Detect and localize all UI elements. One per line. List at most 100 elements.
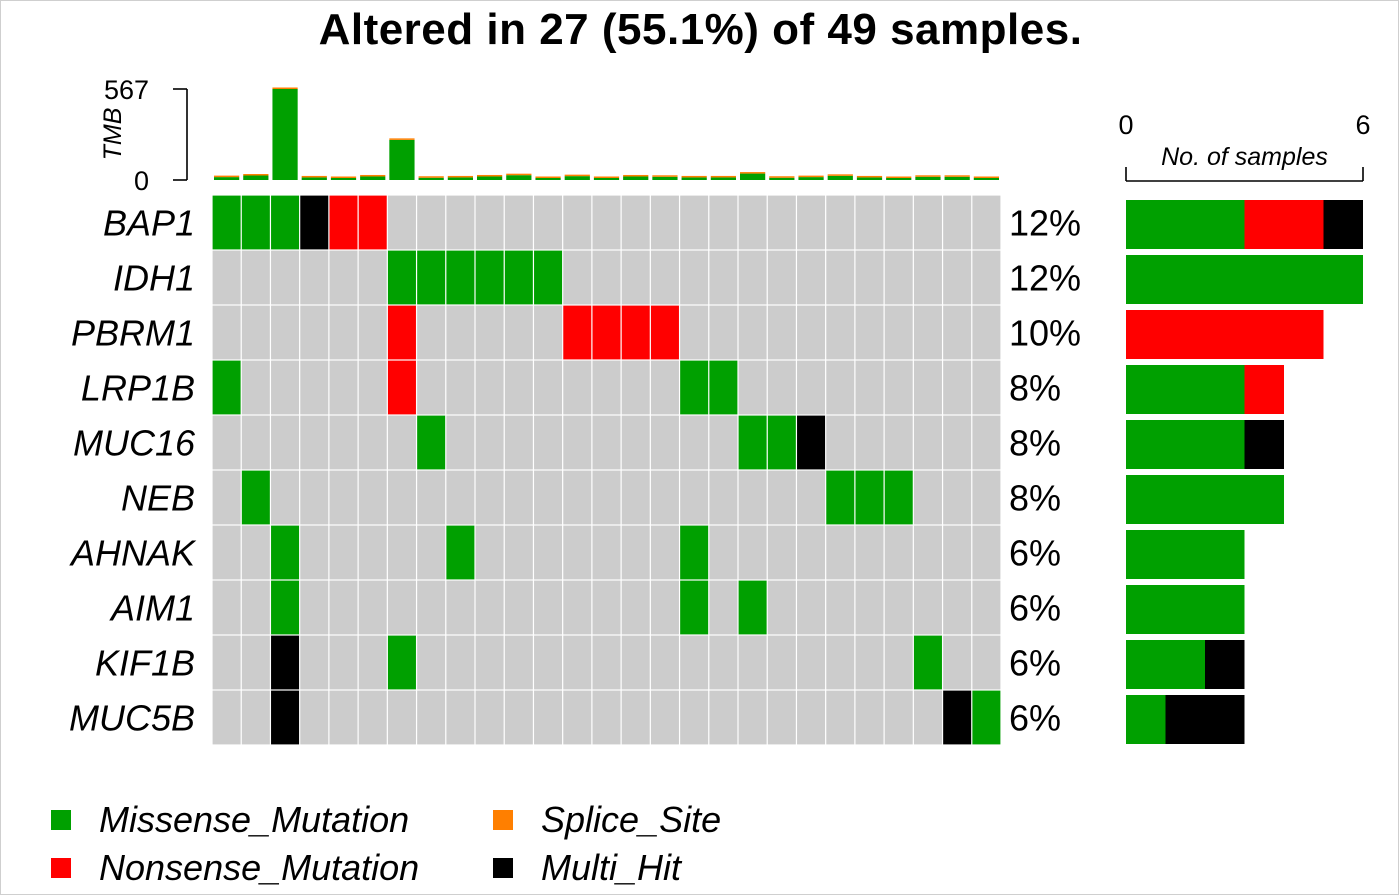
empty-cell <box>329 525 358 580</box>
empty-cell <box>709 415 738 470</box>
empty-cell <box>592 360 621 415</box>
empty-cell <box>680 415 709 470</box>
empty-cell <box>767 525 796 580</box>
empty-cell <box>241 250 270 305</box>
empty-cell <box>767 580 796 635</box>
gene-label: AHNAK <box>69 533 197 574</box>
empty-cell <box>797 635 826 690</box>
legend-label-nonsense: Nonsense_Mutation <box>99 847 420 888</box>
empty-cell <box>504 525 533 580</box>
empty-cell <box>972 470 1001 525</box>
tmb-bar-cap <box>623 174 649 177</box>
empty-cell <box>709 250 738 305</box>
empty-cell <box>972 305 1001 360</box>
empty-cell <box>884 360 913 415</box>
empty-cell <box>534 470 563 525</box>
empty-cell <box>387 525 416 580</box>
gene-label: AIM1 <box>109 588 195 629</box>
empty-cell <box>972 635 1001 690</box>
empty-cell <box>826 360 855 415</box>
empty-cell <box>767 635 796 690</box>
empty-cell <box>212 525 241 580</box>
tmb-bar <box>623 176 649 180</box>
empty-cell <box>680 250 709 305</box>
empty-cell <box>855 690 884 745</box>
legend-item-multi-hit: Multi_Hit <box>493 847 681 889</box>
empty-cell <box>797 525 826 580</box>
empty-cell <box>621 415 650 470</box>
empty-cell <box>446 470 475 525</box>
legend: Missense_Mutation Splice_Site Nonsense_M… <box>51 791 811 891</box>
mutation-cell <box>826 470 855 525</box>
empty-cell <box>709 690 738 745</box>
tmb-bar-cap <box>886 176 912 178</box>
empty-cell <box>650 635 679 690</box>
mutation-cell <box>387 360 416 415</box>
chart-title: Altered in 27 (55.1%) of 49 samples. <box>318 5 1083 54</box>
empty-cell <box>329 690 358 745</box>
side-bar-segment <box>1126 420 1245 469</box>
percentage-label: 12% <box>1009 203 1081 244</box>
empty-cell <box>212 580 241 635</box>
mutation-cell <box>797 415 826 470</box>
empty-cell <box>504 635 533 690</box>
tmb-bar-cap <box>389 138 415 140</box>
tmb-bar <box>243 175 269 180</box>
empty-cell <box>738 250 767 305</box>
empty-cell <box>475 635 504 690</box>
oncoplot-svg: BAP1 12% IDH1 12% PBRM1 10% LRP1B 8% MUC16 8% NEB 8… <box>69 75 1371 745</box>
empty-cell <box>446 635 475 690</box>
tmb-tick-label: 567 <box>104 75 149 105</box>
mutation-cell <box>504 250 533 305</box>
empty-cell <box>709 525 738 580</box>
tmb-axis-label: TMB <box>99 108 127 161</box>
empty-cell <box>534 305 563 360</box>
empty-cell <box>358 250 387 305</box>
empty-cell <box>504 580 533 635</box>
mutation-cell <box>943 690 972 745</box>
mutation-cell <box>592 305 621 360</box>
empty-cell <box>387 470 416 525</box>
empty-cell <box>972 195 1001 250</box>
tmb-bar-cap <box>360 174 386 177</box>
empty-cell <box>504 470 533 525</box>
legend-label-splice-site: Splice_Site <box>541 799 722 840</box>
legend-label-missense: Missense_Mutation <box>99 799 410 840</box>
empty-cell <box>913 305 942 360</box>
tmb-bar-cap <box>681 175 707 178</box>
side-bar-segment <box>1126 530 1245 579</box>
empty-cell <box>621 250 650 305</box>
empty-cell <box>797 305 826 360</box>
empty-cell <box>563 470 592 525</box>
empty-cell <box>826 195 855 250</box>
percentage-label: 6% <box>1009 533 1061 574</box>
empty-cell <box>797 360 826 415</box>
tmb-bar-cap <box>214 175 240 178</box>
mutation-cell <box>241 470 270 525</box>
empty-cell <box>300 690 329 745</box>
tmb-bar-cap <box>272 87 298 89</box>
side-bar-segment <box>1244 365 1284 414</box>
empty-cell <box>767 690 796 745</box>
gene-label: NEB <box>121 478 195 519</box>
mutation-cell <box>387 635 416 690</box>
empty-cell <box>475 470 504 525</box>
empty-cell <box>271 360 300 415</box>
tmb-bar <box>856 177 883 180</box>
tmb-bar <box>506 175 532 180</box>
empty-cell <box>329 635 358 690</box>
tmb-bar <box>564 176 590 180</box>
mutation-cell <box>417 415 446 470</box>
empty-cell <box>358 635 387 690</box>
empty-cell <box>650 250 679 305</box>
empty-cell <box>592 195 621 250</box>
empty-cell <box>709 635 738 690</box>
empty-cell <box>300 525 329 580</box>
empty-cell <box>738 360 767 415</box>
side-bar-segment <box>1126 695 1166 744</box>
empty-cell <box>913 690 942 745</box>
percentage-label: 10% <box>1009 313 1081 354</box>
tmb-bar <box>301 177 327 180</box>
empty-cell <box>709 305 738 360</box>
tmb-bar <box>447 177 473 180</box>
